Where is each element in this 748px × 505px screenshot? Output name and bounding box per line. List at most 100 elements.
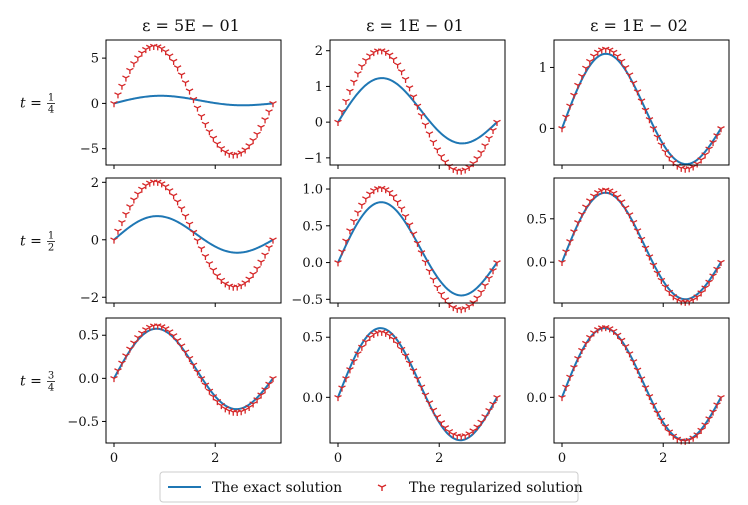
regularized-point [629, 359, 638, 366]
axes-frame [329, 317, 506, 444]
axes-frame [105, 317, 282, 444]
regularized-point [609, 328, 618, 335]
regularized-point [350, 79, 358, 86]
regularized-point [689, 435, 697, 442]
regularized-point [245, 404, 253, 411]
regularized-point [593, 327, 602, 334]
regularized-point [381, 49, 390, 56]
regularized-point [649, 262, 658, 269]
regularized-point [578, 73, 586, 80]
regularized-point [558, 394, 566, 402]
regularized-point [685, 166, 693, 173]
regularized-point [665, 289, 674, 296]
regularized-point [122, 211, 130, 218]
regularized-point [717, 259, 725, 267]
regularized-point [609, 49, 618, 56]
axes-frame [553, 39, 730, 166]
row-label-denominator: 2 [48, 243, 54, 254]
regularized-point [477, 150, 485, 157]
regularized-point [657, 142, 666, 149]
y-tick-label: 0.0 [526, 391, 547, 406]
regularized-point [677, 299, 686, 306]
regularized-point [177, 343, 186, 350]
regularized-point [249, 137, 257, 145]
regularized-point [705, 416, 713, 423]
y-tick-label: 1.0 [302, 183, 323, 198]
regularized-point [586, 334, 594, 342]
regularized-point [409, 368, 418, 375]
regularized-point [142, 327, 150, 334]
regularized-point [261, 387, 269, 394]
regularized-point [413, 240, 422, 247]
regularized-point [409, 231, 418, 238]
regularized-point [385, 189, 394, 197]
regularized-point [405, 360, 414, 367]
regularized-point [590, 193, 598, 200]
regularized-point [253, 397, 261, 404]
regularized-point [205, 129, 214, 136]
regularized-point [261, 252, 269, 259]
regularized-point [346, 88, 354, 95]
x-tick-label: 2 [211, 451, 219, 466]
regularized-point [385, 52, 394, 59]
regularized-point [354, 351, 362, 358]
regularized-point [177, 72, 186, 79]
regularized-point [433, 147, 442, 154]
regularized-point [197, 376, 206, 383]
regularized-point [118, 219, 126, 227]
regularized-point [605, 326, 614, 333]
regularized-point [578, 347, 586, 355]
regularized-point [489, 401, 497, 408]
regularized-point [346, 228, 354, 235]
regularized-point [593, 190, 602, 197]
regularized-point [605, 188, 614, 195]
regularized-point [350, 358, 358, 365]
regularized-point [130, 61, 138, 68]
axes-frame [105, 177, 282, 304]
regularized-point [405, 222, 414, 229]
regularized-point [669, 433, 678, 440]
regularized-point [157, 46, 166, 53]
x-tick-label: 0 [110, 451, 118, 466]
legend: The exact solution The regularized solut… [159, 471, 583, 503]
regularized-point [114, 228, 122, 235]
regularized-point [645, 394, 654, 401]
regularized-point [161, 184, 170, 191]
legend-regularized-label: The regularized solution [409, 480, 583, 496]
regularized-point [693, 432, 701, 439]
subplot-r1-c2: 0.0 0.5 [526, 177, 730, 307]
regularized-point [489, 127, 497, 135]
regularized-point [213, 273, 222, 280]
regularized-point [566, 374, 574, 381]
y-tick-label: 0.5 [526, 331, 547, 346]
regularized-point [677, 165, 686, 172]
regularized-point [485, 135, 493, 142]
regularized-point [493, 394, 501, 402]
regularized-point [574, 220, 582, 227]
regularized-point [457, 307, 466, 314]
regularized-point [713, 402, 721, 409]
regularized-point [193, 105, 202, 112]
y-tick-label: −0.5 [67, 415, 99, 430]
regularized-point [209, 394, 218, 401]
regularized-point [334, 119, 342, 126]
regularized-point [401, 76, 410, 83]
regularized-point [122, 353, 130, 360]
regularized-point [221, 406, 230, 413]
regularized-point [269, 375, 277, 383]
y-tick-label: −1 [304, 151, 323, 166]
regularized-point [574, 355, 582, 363]
regularized-point [114, 92, 122, 99]
regularized-point [153, 44, 162, 51]
regularized-point [717, 126, 725, 133]
regularized-point [169, 193, 178, 200]
regularized-point [185, 355, 194, 363]
regularized-point [110, 101, 118, 108]
regularized-point [582, 65, 590, 72]
regularized-point [697, 290, 705, 297]
y-tick-label: 0 [315, 116, 323, 131]
regularized-point [366, 53, 374, 60]
row-labels: t = 14t = 12t = 34 [20, 93, 55, 394]
regularized-point [701, 422, 709, 429]
regularized-point [645, 117, 654, 124]
